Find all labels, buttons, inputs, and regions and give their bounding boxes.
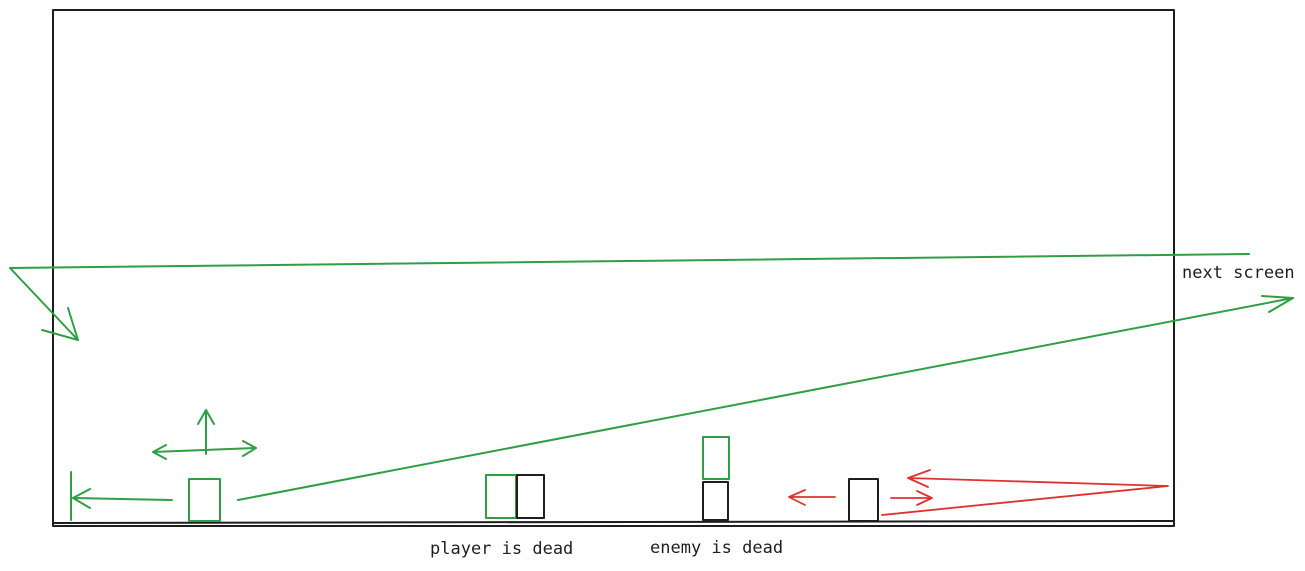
- next-screen-label: next screen: [1182, 263, 1295, 283]
- enemy-spawn-arrow: [881, 469, 1169, 516]
- dead-player-enemy-box: [516, 474, 545, 519]
- player-left-boundary-arrow: [70, 471, 173, 521]
- next-screen-arrowhead: [1261, 295, 1294, 313]
- enemy-dead-label: enemy is dead: [650, 538, 783, 558]
- player-jump-arrow: [197, 409, 215, 455]
- player-character: [188, 478, 221, 522]
- wrap-arrowhead: [41, 307, 79, 341]
- enemy-right-move-arrow: [890, 490, 933, 506]
- dead-enemy-box: [702, 481, 729, 521]
- dead-player-box: [485, 474, 517, 519]
- player-dead-label: player is dead: [430, 539, 573, 559]
- player-horizontal-move-arrow: [152, 440, 257, 460]
- dead-enemy-player-box: [702, 436, 730, 480]
- enemy-character: [848, 478, 879, 522]
- next-screen-wrap-line: [9, 253, 1250, 341]
- next-screen-arrow: [237, 297, 1294, 501]
- enemy-left-move-arrow: [788, 489, 836, 506]
- ground-line: [52, 520, 1174, 524]
